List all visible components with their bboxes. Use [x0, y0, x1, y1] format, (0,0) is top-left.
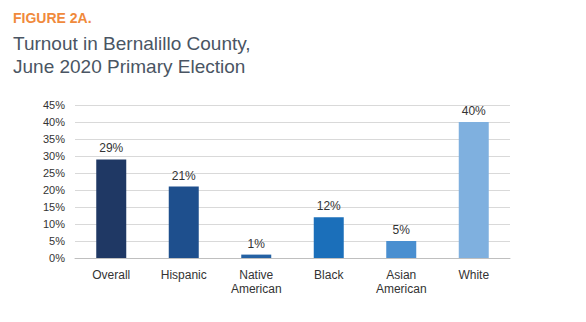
svg-text:Overall: Overall	[92, 268, 130, 282]
svg-text:40%: 40%	[462, 104, 486, 118]
svg-text:1%: 1%	[248, 237, 266, 251]
svg-text:Asian: Asian	[386, 268, 416, 282]
svg-text:American: American	[231, 282, 282, 296]
svg-text:12%: 12%	[317, 199, 341, 213]
svg-text:FIGURE 2A.: FIGURE 2A.	[13, 10, 92, 26]
svg-text:29%: 29%	[99, 141, 123, 155]
svg-text:25%: 25%	[43, 167, 65, 179]
svg-text:21%: 21%	[172, 169, 196, 183]
svg-text:5%: 5%	[49, 235, 65, 247]
svg-text:5%: 5%	[393, 223, 411, 237]
svg-text:30%: 30%	[43, 150, 65, 162]
svg-text:0%: 0%	[49, 252, 65, 264]
svg-text:20%: 20%	[43, 184, 65, 196]
svg-text:10%: 10%	[43, 218, 65, 230]
svg-text:Black: Black	[314, 268, 344, 282]
svg-text:35%: 35%	[43, 133, 65, 145]
svg-text:June 2020 Primary Election: June 2020 Primary Election	[13, 56, 245, 77]
svg-text:Native: Native	[239, 268, 273, 282]
svg-text:45%: 45%	[43, 99, 65, 111]
svg-text:40%: 40%	[43, 116, 65, 128]
svg-text:American: American	[376, 282, 427, 296]
svg-text:Hispanic: Hispanic	[161, 268, 207, 282]
svg-text:White: White	[458, 268, 489, 282]
svg-text:Turnout in Bernalillo County,: Turnout in Bernalillo County,	[13, 33, 251, 54]
svg-text:15%: 15%	[43, 201, 65, 213]
